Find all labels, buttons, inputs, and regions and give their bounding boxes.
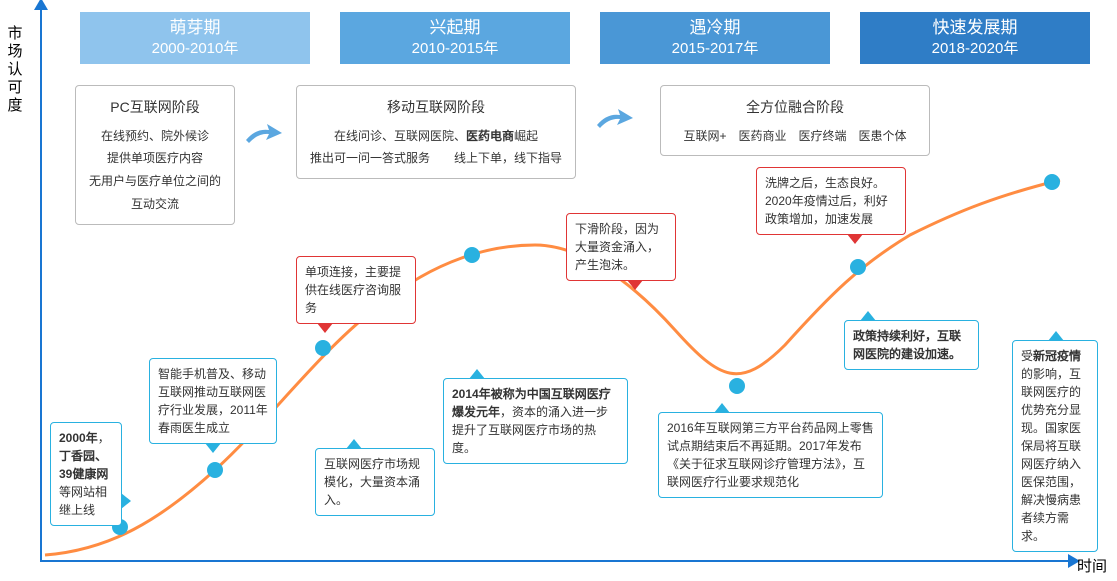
callout-9: 受新冠疫情的影响，互联网医疗的优势充分显现。国家医保局将互联网医疗纳入医保范围，…	[1012, 340, 1098, 552]
callout-6: 2016年互联网第三方平台药品网上零售试点期结束后不再延期。2017年发布《关于…	[658, 412, 883, 498]
callout-tail-icon	[714, 403, 730, 413]
callout-text: 2000年，丁香园、39健康网等网站相继上线	[59, 431, 110, 517]
callout-8: 政策持续利好，互联网医院的建设加速。	[844, 320, 979, 370]
callout-text: 政策持续利好，互联网医院的建设加速。	[853, 329, 961, 361]
stage-line: 在线问诊、互联网医院、医药电商崛起	[309, 125, 563, 148]
callout-tail-icon	[627, 280, 643, 290]
callout-tail-icon	[205, 443, 221, 453]
phase-range: 2010-2015年	[340, 39, 570, 59]
callout-text: 2016年互联网第三方平台药品网上零售试点期结束后不再延期。2017年发布《关于…	[667, 421, 874, 489]
callout-tail-icon	[1048, 331, 1064, 341]
stage-title: PC互联网阶段	[88, 94, 222, 121]
callout-text: 单项连接，主要提供在线医疗咨询服务	[305, 265, 401, 315]
callout-tail-icon	[847, 234, 863, 244]
callout-text: 洗牌之后，生态良好。2020年疫情过后，利好政策增加，加速发展	[765, 176, 888, 226]
y-axis	[40, 5, 42, 560]
callout-7: 洗牌之后，生态良好。2020年疫情过后，利好政策增加，加速发展	[756, 167, 906, 235]
callout-text: 2014年被称为中国互联网医疗爆发元年，资本的涌入进一步提升了互联网医疗市场的热…	[452, 387, 611, 455]
phase-range: 2000-2010年	[80, 39, 310, 59]
callout-text: 下滑阶段，因为大量资金涌入，产生泡沫。	[575, 222, 659, 272]
phase-range: 2015-2017年	[600, 39, 830, 59]
phase-1: 兴起期2010-2015年	[340, 12, 570, 64]
phase-title: 兴起期	[340, 17, 570, 39]
callout-4: 2014年被称为中国互联网医疗爆发元年，资本的涌入进一步提升了互联网医疗市场的热…	[443, 378, 628, 464]
stage-line: 在线预约、院外候诊	[88, 125, 222, 148]
stage-box-0: PC互联网阶段在线预约、院外候诊提供单项医疗内容无用户与医疗单位之间的互动交流	[75, 85, 235, 225]
stage-box-1: 移动互联网阶段在线问诊、互联网医院、医药电商崛起推出可一问一答式服务 线上下单，…	[296, 85, 576, 179]
stage-arrow-icon	[244, 120, 284, 150]
stage-title: 全方位融合阶段	[673, 94, 917, 121]
phase-title: 快速发展期	[860, 17, 1090, 39]
callout-tail-icon	[469, 369, 485, 379]
stage-title: 移动互联网阶段	[309, 94, 563, 121]
curve-point-5	[850, 259, 866, 275]
x-axis-label: 时间	[1077, 555, 1107, 576]
callout-tail-icon	[121, 493, 131, 509]
stage-line: 互联网+ 医药商业 医疗终端 医患个体	[673, 125, 917, 148]
stage-arrow-icon	[595, 105, 635, 135]
stage-box-2: 全方位融合阶段互联网+ 医药商业 医疗终端 医患个体	[660, 85, 930, 156]
callout-0: 2000年，丁香园、39健康网等网站相继上线	[50, 422, 122, 526]
y-axis-arrow-icon	[34, 0, 48, 10]
callout-2: 单项连接，主要提供在线医疗咨询服务	[296, 256, 416, 324]
phase-0: 萌芽期2000-2010年	[80, 12, 310, 64]
curve-point-1	[207, 462, 223, 478]
phase-title: 萌芽期	[80, 17, 310, 39]
y-axis-label: 市场认可度	[6, 25, 24, 115]
callout-1: 智能手机普及、移动互联网推动互联网医疗行业发展，2011年春雨医生成立	[149, 358, 277, 444]
callout-tail-icon	[317, 323, 333, 333]
stage-line: 提供单项医疗内容	[88, 147, 222, 170]
callout-text: 受新冠疫情的影响，互联网医疗的优势充分显现。国家医保局将互联网医疗纳入医保范围，…	[1021, 349, 1081, 543]
phase-3: 快速发展期2018-2020年	[860, 12, 1090, 64]
stage-line: 无用户与医疗单位之间的互动交流	[88, 170, 222, 216]
phase-range: 2018-2020年	[860, 39, 1090, 59]
callout-text: 智能手机普及、移动互联网推动互联网医疗行业发展，2011年春雨医生成立	[158, 367, 268, 435]
callout-tail-icon	[346, 439, 362, 449]
stage-line: 推出可一问一答式服务 线上下单，线下指导	[309, 147, 563, 170]
callout-5: 下滑阶段，因为大量资金涌入，产生泡沫。	[566, 213, 676, 281]
callout-text: 互联网医疗市场规模化，大量资本涌入。	[324, 457, 420, 507]
callout-3: 互联网医疗市场规模化，大量资本涌入。	[315, 448, 435, 516]
curve-point-3	[464, 247, 480, 263]
curve-point-4	[729, 378, 745, 394]
curve-point-2	[315, 340, 331, 356]
curve-point-6	[1044, 174, 1060, 190]
callout-tail-icon	[860, 311, 876, 321]
phase-title: 遇冷期	[600, 17, 830, 39]
phase-2: 遇冷期2015-2017年	[600, 12, 830, 64]
x-axis	[40, 560, 1070, 562]
